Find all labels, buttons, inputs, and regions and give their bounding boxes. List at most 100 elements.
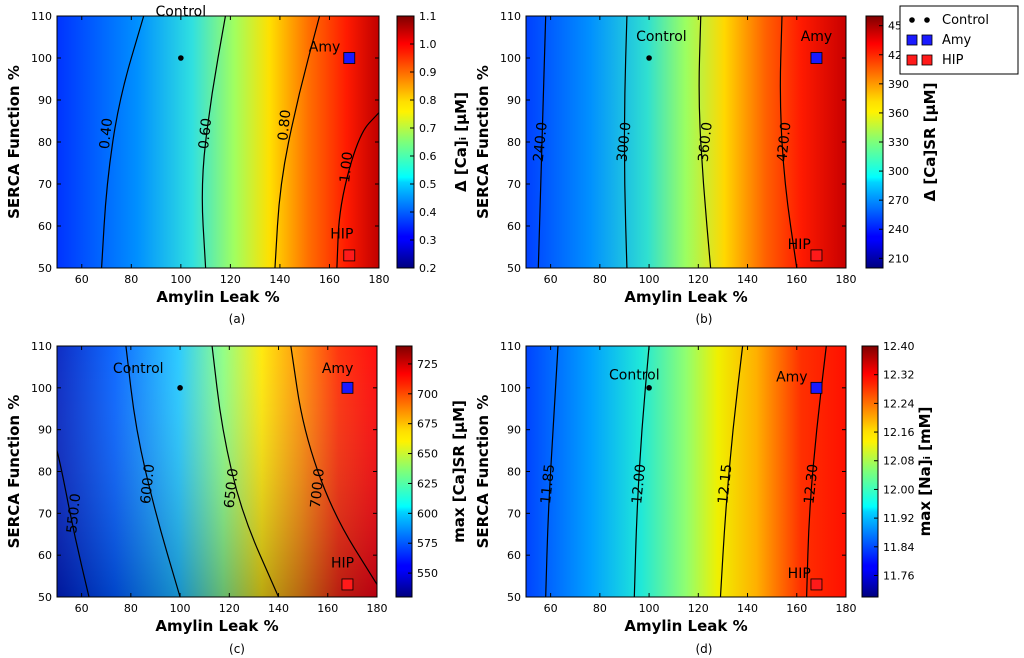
y-tick-label: 50 bbox=[507, 591, 521, 604]
contour-label: 0.80 bbox=[275, 109, 294, 142]
y-tick-label: 60 bbox=[38, 220, 52, 233]
legend-label-hip: HIP bbox=[942, 53, 964, 68]
x-tick-label: 120 bbox=[220, 273, 241, 286]
x-tick-label: 120 bbox=[688, 273, 709, 286]
colorbar-tick-label: 0.7 bbox=[419, 122, 437, 135]
colorbar bbox=[395, 345, 413, 598]
contour-label: 0.60 bbox=[196, 117, 215, 150]
colorbar-tick-label: 300 bbox=[888, 165, 909, 178]
colorbar-tick-label: 725 bbox=[417, 358, 438, 371]
contour-line-11.85 bbox=[545, 345, 559, 598]
contour-line-12.30 bbox=[806, 345, 827, 598]
amy-point bbox=[341, 381, 354, 394]
colorbar-tick-label: 0.8 bbox=[419, 94, 437, 107]
annotation-amy: Amy bbox=[309, 40, 341, 56]
colorbar-tick-label: 0.9 bbox=[419, 66, 437, 79]
contour-label: 12.15 bbox=[715, 463, 735, 505]
annotation-control: Control bbox=[113, 361, 164, 377]
y-tick-label: 110 bbox=[500, 340, 521, 353]
x-tick-label: 160 bbox=[319, 273, 340, 286]
contour-line-1.00 bbox=[336, 112, 380, 269]
y-axis-title: SERCA Function % bbox=[5, 395, 23, 549]
colorbar-tick-label: 12.32 bbox=[883, 369, 915, 382]
annotation-amy: Amy bbox=[322, 361, 354, 377]
hip-point bbox=[810, 249, 823, 262]
legend-marker bbox=[924, 17, 930, 23]
y-tick-label: 70 bbox=[507, 178, 521, 191]
colorbar-tick-label: 12.08 bbox=[883, 455, 915, 468]
x-tick-label: 60 bbox=[544, 273, 558, 286]
y-axis-title: SERCA Function % bbox=[5, 65, 23, 219]
y-axis-title: SERCA Function % bbox=[474, 395, 492, 549]
colorbar-tick-label: 240 bbox=[888, 223, 909, 236]
colorbar-tick-label: 330 bbox=[888, 136, 909, 149]
x-tick-label: 140 bbox=[269, 273, 290, 286]
contour-line-600.0 bbox=[125, 345, 181, 598]
colorbar-tick-label: 600 bbox=[417, 507, 438, 520]
contour-line-360.0 bbox=[698, 15, 712, 269]
x-tick-label: 60 bbox=[544, 602, 558, 615]
colorbar bbox=[396, 15, 415, 269]
hip-point bbox=[810, 578, 823, 591]
colorbar-tick-label: 550 bbox=[417, 567, 438, 580]
legend: Control Amy HIP bbox=[899, 5, 1019, 75]
annotation-control: Control bbox=[609, 367, 660, 383]
x-axis-title: Amylin Leak % bbox=[156, 288, 279, 306]
panel-letter: (c) bbox=[229, 642, 245, 656]
contour-label: 420.0 bbox=[774, 121, 794, 163]
colorbar bbox=[861, 345, 879, 598]
legend-marker bbox=[906, 54, 918, 66]
contour-line-12.15 bbox=[719, 345, 744, 598]
colorbar-tick-label: 390 bbox=[888, 78, 909, 91]
control-point bbox=[177, 385, 183, 391]
legend-marker bbox=[909, 17, 915, 23]
y-tick-label: 100 bbox=[500, 52, 521, 65]
y-tick-label: 110 bbox=[500, 10, 521, 23]
y-tick-label: 60 bbox=[38, 549, 52, 562]
x-tick-label: 140 bbox=[737, 602, 758, 615]
contour-line-0.60 bbox=[201, 15, 227, 269]
legend-marker bbox=[921, 34, 933, 46]
colorbar-tick-label: 700 bbox=[417, 388, 438, 401]
legend-label-control: Control bbox=[942, 13, 989, 28]
colorbar-tick-label: 11.92 bbox=[883, 512, 915, 525]
legend-marker bbox=[906, 34, 918, 46]
y-tick-label: 90 bbox=[38, 424, 52, 437]
x-tick-label: 80 bbox=[593, 273, 607, 286]
contour-label: 300.0 bbox=[614, 121, 634, 163]
legend-marker bbox=[921, 54, 933, 66]
colorbar-tick-label: 12.00 bbox=[883, 483, 915, 496]
x-tick-label: 60 bbox=[75, 273, 89, 286]
colorbar-tick-label: 1.0 bbox=[419, 38, 437, 51]
heatmap-shading bbox=[526, 16, 846, 268]
panel-c: 550.0 600.0 650.0 700.0 Control Amy HIP 60 80 100… bbox=[5, 340, 468, 656]
colorbar-tick-label: 0.3 bbox=[419, 234, 437, 247]
x-axis-title: Amylin Leak % bbox=[155, 617, 278, 635]
amy-point bbox=[343, 52, 356, 64]
y-tick-label: 80 bbox=[507, 466, 521, 479]
panel-b: 240.0 300.0 360.0 420.0 Control Amy HIP 60 80 100… bbox=[474, 10, 939, 326]
x-tick-label: 140 bbox=[737, 273, 758, 286]
annotation-amy: Amy bbox=[801, 29, 833, 45]
contour-line-700.0 bbox=[290, 345, 378, 585]
panel-d: 11.85 12.00 12.15 12.30 Control Amy HIP 60 80 100… bbox=[474, 340, 934, 656]
x-axis-title: Amylin Leak % bbox=[624, 617, 747, 635]
y-tick-label: 80 bbox=[507, 136, 521, 149]
colorbar-tick-label: 650 bbox=[417, 448, 438, 461]
x-tick-label: 100 bbox=[639, 273, 660, 286]
contour-label: 12.30 bbox=[801, 463, 821, 505]
contour-line-550.0 bbox=[56, 450, 90, 598]
y-tick-label: 90 bbox=[38, 94, 52, 107]
amy-point bbox=[810, 52, 823, 64]
control-point bbox=[646, 385, 652, 391]
contour-line-0.40 bbox=[100, 15, 145, 269]
contour-label: 550.0 bbox=[64, 493, 84, 535]
x-tick-label: 160 bbox=[786, 602, 807, 615]
x-tick-label: 180 bbox=[836, 273, 857, 286]
x-tick-label: 100 bbox=[170, 273, 191, 286]
colorbar-tick-label: 0.2 bbox=[419, 262, 437, 275]
colorbar-tick-label: 0.5 bbox=[419, 178, 437, 191]
colorbar-title: Δ [Ca]ᵢ [µM] bbox=[452, 92, 470, 192]
contour-label: 0.40 bbox=[97, 117, 116, 150]
